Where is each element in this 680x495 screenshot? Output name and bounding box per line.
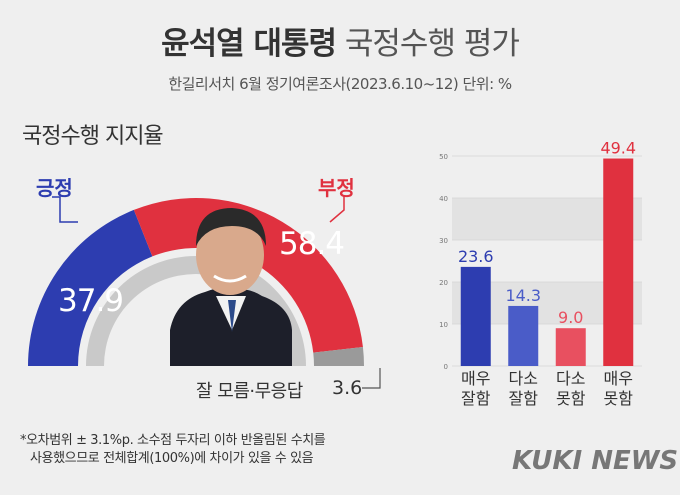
bar-chart: 0102030405023.6매우잘함14.3다소잘함9.0다소못함49.4매우… — [439, 139, 642, 408]
footnote-line-1: *오차범위 ± 3.1%p. 소수점 두자리 이하 반올림된 수치를 — [20, 433, 326, 448]
x-category-label: 잘함 — [461, 389, 491, 408]
bar-0 — [460, 266, 491, 366]
x-category-label: 못함 — [604, 389, 634, 408]
y-tick-label: 10 — [439, 321, 448, 329]
president-photo — [170, 208, 292, 366]
negative-value: 58.4 — [279, 226, 345, 262]
dontknow-label: 잘 모름·무응답 — [196, 381, 303, 402]
x-category-label: 잘함 — [509, 389, 539, 408]
footnote: *오차범위 ± 3.1%p. 소수점 두자리 이하 반올림된 수치를 사용했으므… — [20, 432, 326, 468]
x-category-label: 못함 — [556, 389, 586, 408]
positive-value: 37.9 — [58, 283, 124, 319]
title-light: 국정수행 평가 — [344, 26, 520, 62]
bar-value-label: 9.0 — [558, 308, 583, 327]
title-bold: 윤석열 대통령 — [161, 26, 337, 62]
x-category-label: 매우 — [604, 369, 633, 388]
positive-label: 긍정 — [36, 176, 73, 200]
y-tick-label: 40 — [439, 195, 448, 203]
y-tick-label: 30 — [439, 237, 448, 245]
bar-1 — [508, 305, 539, 366]
x-category-label: 매우 — [461, 369, 490, 388]
y-tick-label: 50 — [439, 153, 448, 161]
footnote-line-2: 사용했으므로 전체합계(100%)에 차이가 있을 수 있음 — [30, 451, 314, 466]
bar-value-label: 49.4 — [600, 139, 636, 158]
x-category-label: 다소 — [556, 369, 585, 388]
y-tick-label: 0 — [444, 363, 448, 371]
negative-label: 부정 — [318, 176, 355, 200]
positive-leader-line — [52, 196, 78, 223]
y-tick-label: 20 — [439, 279, 448, 287]
pie-slice-0 — [28, 209, 153, 366]
bar-3 — [603, 158, 634, 366]
chart-subtitle: 한길리서치 6월 정기여론조사(2023.6.10~12) 단위: % — [168, 75, 512, 93]
pie-slice-2 — [313, 347, 364, 366]
x-category-label: 다소 — [509, 369, 538, 388]
chart-title: 윤석열 대통령 국정수행 평가 — [0, 18, 680, 63]
kuki-news-logo: KUKI NEWS — [512, 446, 679, 476]
section-title: 국정수행 지지율 — [22, 124, 164, 149]
bar-2 — [555, 328, 586, 366]
bar-value-label: 23.6 — [458, 247, 494, 266]
bar-value-label: 14.3 — [505, 286, 541, 305]
dontknow-value: 3.6 — [332, 377, 363, 399]
negative-leader-line — [329, 196, 345, 223]
leader-lines — [52, 196, 381, 389]
pie-slice-1 — [133, 197, 363, 353]
dontknow-leader-line — [362, 368, 381, 389]
